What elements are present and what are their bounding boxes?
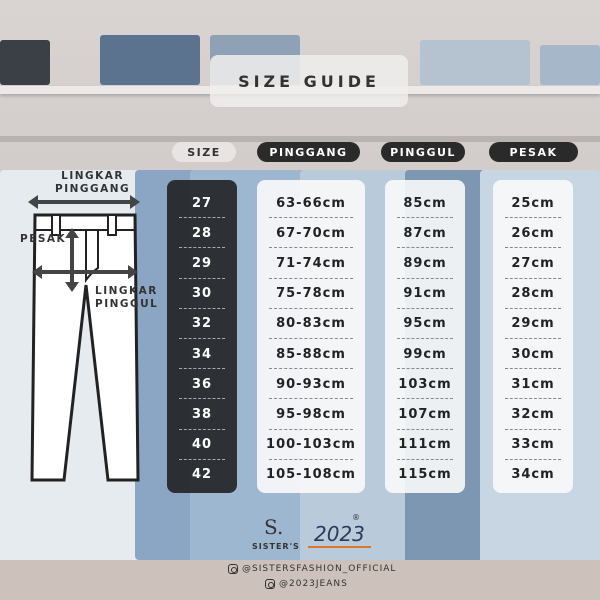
size-cell: 29 [167, 248, 237, 279]
pinggang-cell: 105-108cm [266, 467, 356, 483]
pesak-column: 25cm 26cm 27cm 28cm 29cm 30cm 31cm 32cm 33cm 34cm [493, 180, 573, 493]
size-cell: 30 [167, 279, 237, 309]
pinggang-column: 63-66cm 67-70cm 71-74cm 75-78cm 80-83cm 85-88… [257, 180, 365, 493]
clothing-rail [0, 136, 600, 142]
size-cell: 36 [167, 369, 237, 400]
pinggul-cell: 99cm [385, 339, 465, 370]
waist-label: LINGKAR PINGGANG [55, 170, 131, 195]
pesak-cell: 34cm [511, 467, 555, 483]
social-handle[interactable]: @SISTERSFASHION_OFFICIAL [228, 564, 396, 574]
pinggang-cell: 80-83cm [257, 309, 365, 340]
pinggang-cell: 75-78cm [257, 279, 365, 309]
size-cell: 40 [167, 430, 237, 460]
pinggul-cell: 107cm [385, 399, 465, 430]
crotch-label: PESAK [20, 233, 67, 245]
pinggang-cell: 67-70cm [257, 218, 365, 249]
pinggang-cell: 63-66cm [257, 188, 365, 219]
pinggul-cell: 111cm [385, 430, 465, 460]
header-pinggang: PINGGANG [257, 142, 360, 162]
pesak-cell: 33cm [493, 430, 573, 460]
size-cell: 32 [167, 309, 237, 340]
header-pesak: PESAK [489, 142, 578, 162]
pinggul-cell: 103cm [385, 369, 465, 400]
hip-label: LINGKAR PINGGUL [95, 285, 159, 310]
instagram-icon [265, 579, 275, 589]
header-pinggul: PINGGUL [381, 142, 465, 162]
pinggul-cell: 87cm [385, 218, 465, 249]
brand-name: SISTER'S [252, 542, 300, 551]
social-handle-text: @SISTERSFASHION_OFFICIAL [242, 564, 397, 574]
pinggul-cell: 95cm [385, 309, 465, 340]
instagram-icon [228, 564, 238, 574]
social-handle[interactable]: @2023JEANS [265, 579, 348, 589]
pinggul-cell: 89cm [385, 248, 465, 279]
pinggang-cell: 100-103cm [257, 430, 365, 460]
social-handle-text: @2023JEANS [279, 579, 348, 589]
pinggul-cell: 115cm [398, 467, 452, 483]
size-cell: 28 [167, 218, 237, 249]
header-size: SIZE [172, 142, 236, 162]
pesak-cell: 31cm [493, 369, 573, 400]
pesak-cell: 27cm [493, 248, 573, 279]
size-cell: 38 [167, 399, 237, 430]
pesak-cell: 30cm [493, 339, 573, 370]
pesak-cell: 26cm [493, 218, 573, 249]
brand-year: 2023 [308, 522, 371, 548]
pinggang-cell: 85-88cm [257, 339, 365, 370]
pants-diagram [28, 195, 140, 482]
pesak-cell: 32cm [493, 399, 573, 430]
brand-mark: S. [264, 515, 284, 539]
size-cell: 42 [191, 467, 213, 483]
pinggul-column: 85cm 87cm 89cm 91cm 95cm 99cm 103cm 107cm 111cm 1… [385, 180, 465, 493]
pesak-cell: 29cm [493, 309, 573, 340]
pinggang-cell: 95-98cm [257, 399, 365, 430]
pinggul-cell: 91cm [385, 279, 465, 309]
registered-mark: ® [352, 513, 360, 522]
pesak-cell: 28cm [493, 279, 573, 309]
pesak-cell: 25cm [493, 188, 573, 219]
page-title: SIZE GUIDE [210, 55, 408, 107]
pinggang-cell: 90-93cm [257, 369, 365, 400]
size-cell: 27 [167, 188, 237, 219]
size-column: 27 28 29 30 32 34 36 38 40 42 [167, 180, 237, 493]
pinggang-cell: 71-74cm [257, 248, 365, 279]
pinggul-cell: 85cm [385, 188, 465, 219]
size-cell: 34 [167, 339, 237, 370]
